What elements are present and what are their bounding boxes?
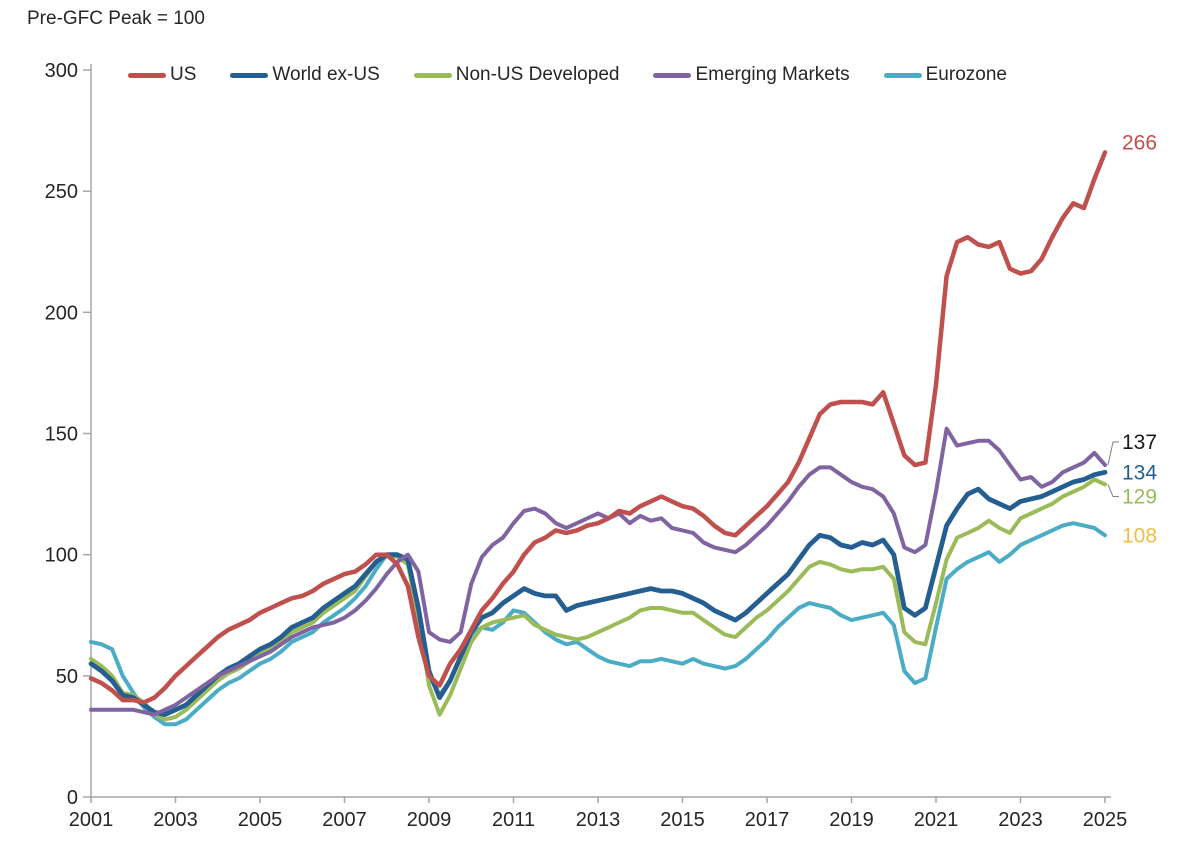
x-axis-label: 2003 (153, 809, 198, 831)
legend: US World ex-US Non-US Developed Emerging Ma… (128, 64, 1007, 86)
end-label-eurozone: 108 (1122, 524, 1157, 547)
x-axis-label: 2001 (69, 809, 114, 831)
end-label-callout-emerging-markets (1107, 441, 1119, 466)
x-axis-label: 2021 (914, 809, 959, 831)
series-line-non-us-developed (89, 477, 1107, 722)
y-axis-label: 300 (45, 60, 78, 82)
legend-label-world-ex-us: World ex-US (272, 64, 380, 85)
x-axis-label: 2013 (576, 809, 621, 831)
y-axis-label: 250 (45, 181, 78, 203)
legend-label-emerging-markets: Emerging Markets (695, 64, 850, 85)
legend-item-emerging-markets: Emerging Markets (653, 64, 850, 86)
y-axis-label: 50 (56, 666, 78, 688)
x-axis-label: 2011 (492, 809, 535, 831)
axis-lines (90, 64, 1111, 798)
x-axis-label: 2017 (745, 809, 790, 831)
legend-label-non-us-developed: Non-US Developed (455, 64, 620, 85)
legend-item-world-ex-us: World ex-US (230, 64, 380, 86)
series-line-world-ex-us (88, 469, 1108, 717)
series-line-emerging-markets (89, 426, 1107, 717)
legend-label-us: US (170, 64, 197, 85)
x-axis-label: 2015 (660, 809, 705, 831)
chart-title: Pre-GFC Peak = 100 (27, 8, 205, 29)
legend-swatch-non-us-developed (413, 72, 452, 78)
legend-item-non-us-developed: Non-US Developed (413, 64, 620, 86)
legend-item-eurozone: Eurozone (883, 64, 1007, 86)
end-label-emerging-markets: 137 (1122, 431, 1157, 454)
series-line-eurozone (89, 521, 1107, 727)
series-line-us (88, 150, 1108, 705)
end-label-callout-non-us-developed (1107, 484, 1119, 498)
x-axis-label: 2025 (1083, 809, 1128, 831)
end-label-non-us-developed: 129 (1122, 486, 1157, 509)
legend-label-eurozone: Eurozone (925, 64, 1007, 85)
legend-swatch-world-ex-us (230, 72, 269, 78)
y-axis-label: 200 (45, 302, 78, 324)
y-axis-label: 100 (45, 545, 78, 567)
legend-swatch-emerging-markets (653, 72, 692, 78)
x-axis-label: 2007 (322, 809, 367, 831)
legend-item-us: US (128, 64, 196, 86)
x-axis-label: 2023 (998, 809, 1043, 831)
end-label-us: 266 (1122, 132, 1157, 155)
end-label-world-ex-us: 134 (1122, 461, 1157, 484)
x-axis-label: 2009 (407, 809, 452, 831)
x-axis-label: 2005 (238, 809, 283, 831)
y-axis-label: 0 (67, 787, 78, 809)
y-axis-label: 150 (45, 424, 78, 446)
legend-swatch-eurozone (883, 72, 922, 78)
x-axis-label: 2019 (829, 809, 874, 831)
legend-swatch-us (128, 72, 166, 78)
